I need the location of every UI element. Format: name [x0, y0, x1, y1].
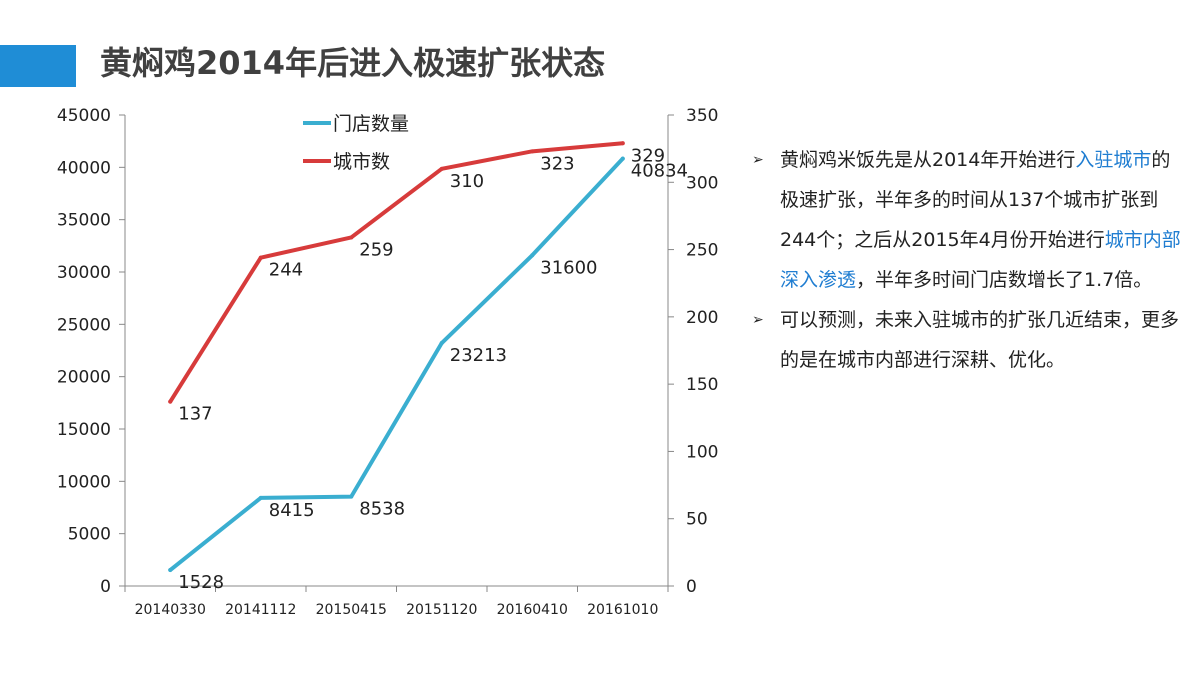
line-chart: 0 5000 10000 15000 20000 25000 30000 35000 40000… — [57, 106, 719, 618]
data-label: 8415 — [269, 500, 315, 521]
data-label: 23213 — [450, 345, 507, 366]
x-tick-label: 20151120 — [406, 602, 477, 618]
data-point — [258, 495, 263, 500]
legend-label: 门店数量 — [333, 113, 409, 135]
x-tick-label: 20161010 — [587, 602, 658, 618]
series-line-2 — [168, 141, 625, 404]
x-tick-label: 20160410 — [497, 602, 568, 618]
data-label: 1528 — [178, 572, 224, 593]
left-tick-label: 25000 — [57, 315, 111, 335]
left-tick-label: 45000 — [57, 106, 111, 126]
slide-title: 黄焖鸡2014年后进入极速扩张状态 — [100, 44, 606, 82]
data-point — [349, 235, 354, 240]
arrow-bullet-icon: ➢ — [752, 152, 764, 168]
right-tick-label: 0 — [686, 577, 697, 597]
right-tick-label: 200 — [686, 308, 718, 328]
right-tick-label: 100 — [686, 442, 718, 462]
data-point — [168, 399, 173, 404]
data-label: 40834 — [631, 161, 688, 182]
right-tick-label: 350 — [686, 106, 718, 126]
data-point — [439, 166, 444, 171]
data-label: 329 — [631, 145, 665, 166]
x-tick-label: 20141112 — [225, 602, 296, 618]
note-item: ➢ 可以预测，未来入驻城市的扩张几近结束，更多的是在城市内部进行深耕、优化。 — [752, 300, 1182, 380]
right-tick-label: 50 — [686, 510, 708, 530]
left-tick-label: 15000 — [57, 420, 111, 440]
data-point — [620, 141, 625, 146]
bullet-notes: ➢ 黄焖鸡米饭先是从2014年开始进行入驻城市的极速扩张，半年多的时间从137个城… — [752, 140, 1182, 380]
data-label: 323 — [540, 153, 574, 174]
note-text: 可以预测，未来入驻城市的扩张几近结束，更多的是在城市内部进行深耕、优化。 — [780, 309, 1180, 371]
right-tick-label: 300 — [686, 173, 718, 193]
data-label: 310 — [450, 171, 484, 192]
data-point — [439, 341, 444, 346]
left-tick-label: 30000 — [57, 263, 111, 283]
data-point — [530, 253, 535, 258]
note-text: 的极速扩张，半年多的时间从137个城市扩张到244个；之后从2015年4月份开始… — [780, 149, 1171, 251]
series-line-1 — [168, 156, 625, 573]
data-label: 137 — [178, 404, 212, 425]
x-tick-label: 20150415 — [316, 602, 387, 618]
data-label: 8538 — [359, 499, 405, 520]
arrow-bullet-icon: ➢ — [752, 312, 764, 328]
data-point — [349, 494, 354, 499]
legend-label: 城市数 — [333, 151, 390, 173]
title-accent-bar — [0, 45, 76, 87]
left-tick-label: 10000 — [57, 472, 111, 492]
data-label: 31600 — [540, 257, 597, 278]
data-label: 244 — [269, 260, 303, 281]
right-tick-label: 250 — [686, 241, 718, 261]
data-label: 259 — [359, 239, 393, 260]
left-tick-label: 0 — [100, 577, 111, 597]
note-highlight: 入驻城市 — [1075, 149, 1152, 171]
note-highlight: 城市内部深入渗透 — [780, 229, 1181, 291]
left-tick-label: 20000 — [57, 368, 111, 388]
x-tick-label: 20140330 — [135, 602, 206, 618]
right-tick-label: 150 — [686, 375, 718, 395]
data-point — [620, 156, 625, 161]
left-tick-label: 35000 — [57, 211, 111, 231]
data-point — [258, 255, 263, 260]
data-point — [168, 568, 173, 573]
left-tick-label: 40000 — [57, 158, 111, 178]
note-text: 黄焖鸡米饭先是从2014年开始进行 — [780, 149, 1076, 171]
note-item: ➢ 黄焖鸡米饭先是从2014年开始进行入驻城市的极速扩张，半年多的时间从137个城… — [752, 140, 1182, 300]
data-point — [530, 149, 535, 154]
left-tick-label: 5000 — [68, 525, 111, 545]
note-text: ，半年多时间门店数增长了1.7倍。 — [856, 269, 1153, 291]
